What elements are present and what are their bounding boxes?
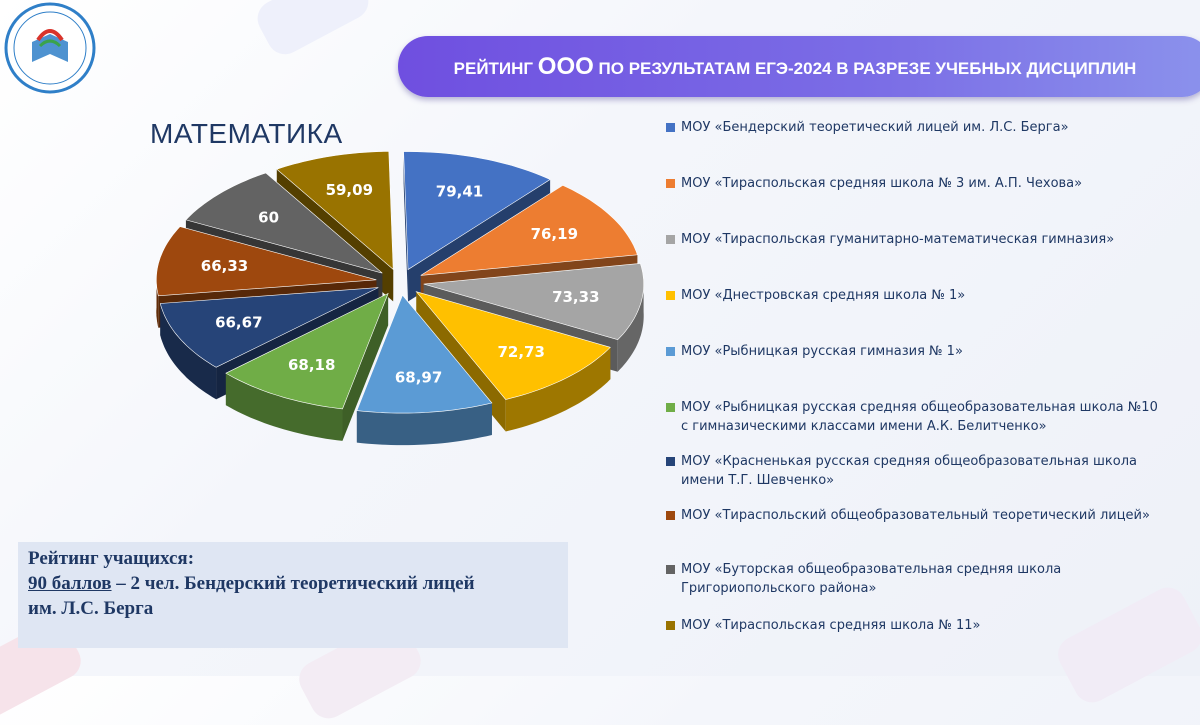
pie-chart: 79,41 76,19 73,33 72,73 68,97 68,18 66,67 66,33… [155,151,644,446]
slice-rim [505,347,611,432]
legend-swatch [666,291,675,300]
student-rating-note: Рейтинг учащихся: 90 баллов – 2 чел. Бен… [18,542,568,648]
slice-rim [356,403,492,446]
data-label: 76,19 [531,225,578,243]
legend-swatch [666,621,675,630]
slice-top [155,226,377,297]
legend-swatch [666,565,675,574]
legend-item: МОУ «Тираспольская гуманитарно-математич… [666,230,1166,249]
data-label: 72,73 [497,343,544,361]
title-banner: РЕЙТИНГ ООО ПО РЕЗУЛЬТАТАМ ЕГЭ-2024 В РА… [398,36,1200,97]
legend-label: МОУ «Рыбницкая русская средняя общеобраз… [681,400,1158,434]
legend-label: МОУ «Рыбницкая русская гимназия № 1» [681,344,963,359]
data-label: 59,09 [326,181,373,199]
legend-label: МОУ «Тираспольская средняя школа № 3 им.… [681,176,1083,191]
legend-label: МОУ «Тираспольская гуманитарно-математич… [681,232,1115,247]
slice-top [415,291,611,400]
title-part: РЕЙТИНГ [453,59,538,78]
data-label: 68,18 [288,356,335,374]
legend-label: МОУ «Буторская общеобразовательная средн… [681,562,1062,596]
legend-swatch [666,457,675,466]
legend-swatch [666,123,675,132]
legend-item: МОУ «Днестровская средняя школа № 1» [666,286,1166,305]
legend-item: МОУ «Тираспольская средняя школа № 11» [666,616,1166,635]
pie-slice [356,294,493,446]
legend-label: МОУ «Тираспольская средняя школа № 11» [681,618,981,633]
legend-label: МОУ «Тираспольский общеобразовательный т… [681,508,1150,523]
title-emphasis: ООО [537,53,594,80]
note-line: им. Л.С. Берга [28,598,154,619]
legend-item: МОУ «Красненькая русская средняя общеобр… [666,452,1166,490]
legend-item: МОУ «Рыбницкая русская гимназия № 1» [666,342,1166,361]
data-label: 60 [258,208,279,226]
background-shape [1051,581,1200,709]
data-label: 73,33 [552,288,599,306]
legend-item: МОУ «Буторская общеобразовательная средн… [666,560,1166,598]
slice-rim [617,279,644,372]
pie-slice [225,292,389,441]
subject-heading: МАТЕМАТИКА [150,118,343,149]
title-part: ПО РЕЗУЛЬТАТАМ ЕГЭ-2024 В РАЗРЕЗЕ УЧЕБНЫ… [593,59,1137,78]
legend-item: МОУ «Бендерский теоретический лицей им. … [666,118,1166,137]
data-label: 79,41 [436,183,483,201]
data-label: 66,33 [201,257,248,275]
page-title: РЕЙТИНГ ООО ПО РЕЗУЛЬТАТАМ ЕГЭ-2024 В РА… [398,36,1192,97]
legend-item: МОУ «Рыбницкая русская средняя общеобраз… [666,398,1166,436]
data-label: 66,67 [215,314,262,332]
legend-label: МОУ «Красненькая русская средняя общеобр… [681,454,1137,488]
slice-top [276,151,394,271]
slice-rim [160,303,217,400]
slice-top [225,292,389,410]
note-heading: Рейтинг учащихся: [28,548,195,569]
legend-label: МОУ «Днестровская средняя школа № 1» [681,288,966,303]
slice-top [420,184,638,276]
note-line: 90 баллов – 2 чел. Бендерский теоретичес… [28,571,568,596]
slice-top [159,287,379,368]
data-label: 68,97 [395,368,442,386]
legend-item: МОУ «Тираспольская средняя школа № 3 им.… [666,174,1166,193]
slice-top [185,172,383,274]
slice-top [423,263,644,341]
legend-swatch [666,511,675,520]
ministry-emblem-icon [4,2,96,94]
legend-item: МОУ «Тираспольский общеобразовательный т… [666,506,1166,525]
legend-swatch [666,179,675,188]
slice-top [356,294,493,414]
slice-top [403,151,551,271]
legend-label: МОУ «Бендерский теоретический лицей им. … [681,120,1069,135]
legend-swatch [666,347,675,356]
legend-swatch [666,403,675,412]
note-score: 90 баллов [28,573,112,594]
legend-swatch [666,235,675,244]
note-detail: – 2 чел. Бендерский теоретический лицей [111,573,475,594]
slice-rim [225,373,343,441]
